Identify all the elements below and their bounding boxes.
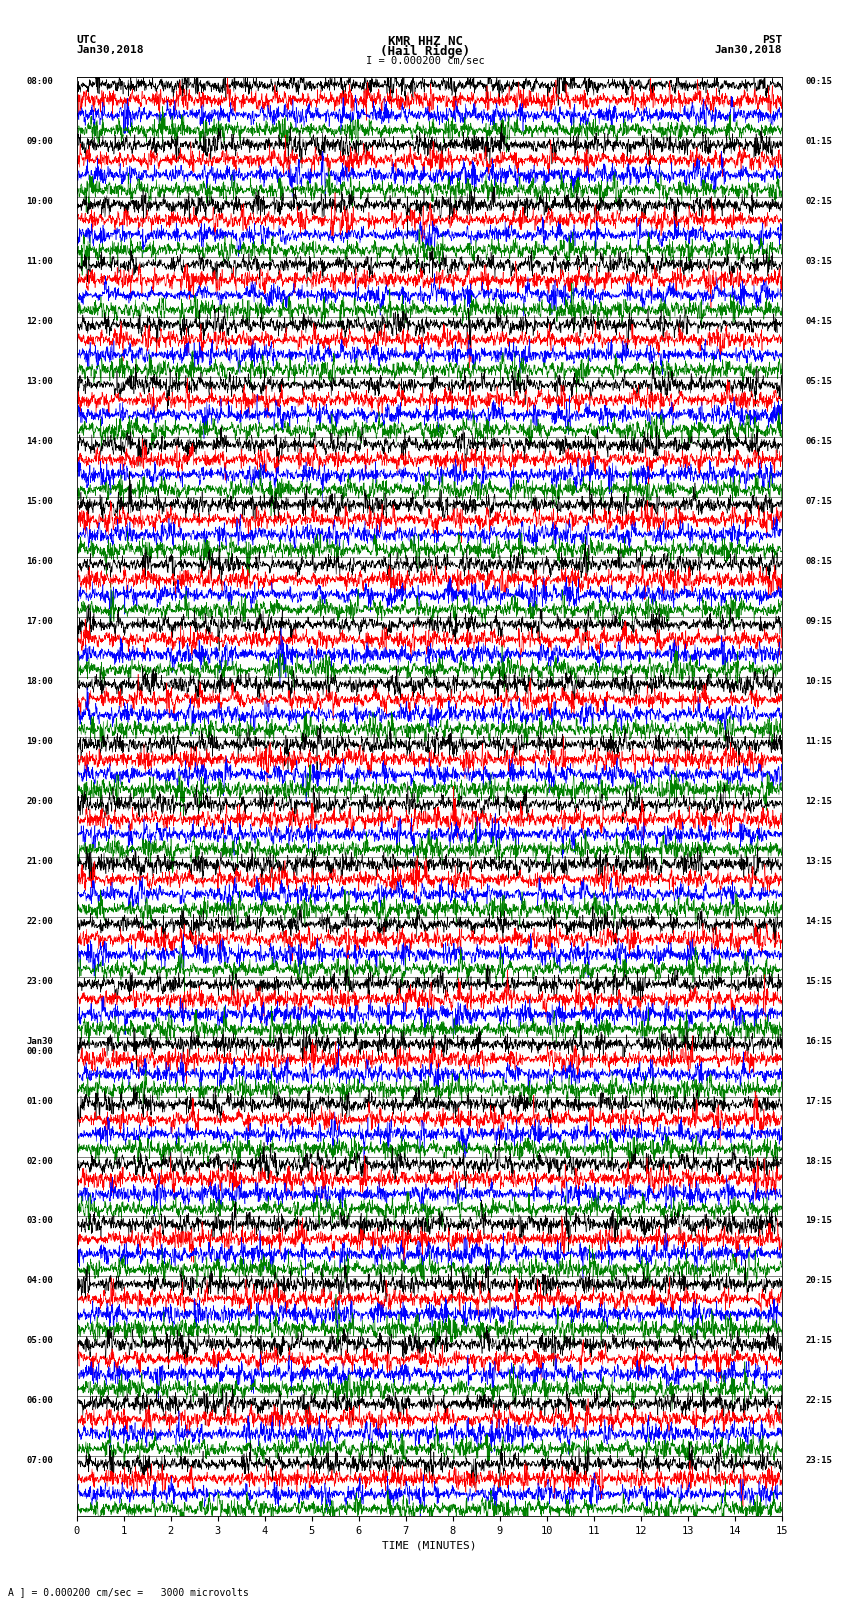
Text: 17:15: 17:15 [806, 1097, 832, 1105]
Text: 10:15: 10:15 [806, 677, 832, 686]
Text: 22:15: 22:15 [806, 1397, 832, 1405]
Text: 12:15: 12:15 [806, 797, 832, 806]
Text: 11:15: 11:15 [806, 737, 832, 745]
Text: 05:15: 05:15 [806, 377, 832, 386]
Text: 17:00: 17:00 [26, 618, 53, 626]
Text: 00:15: 00:15 [806, 77, 832, 87]
Text: 04:00: 04:00 [26, 1276, 53, 1286]
Text: 03:00: 03:00 [26, 1216, 53, 1226]
Text: Jan30,2018: Jan30,2018 [715, 45, 782, 55]
Text: 08:15: 08:15 [806, 556, 832, 566]
Text: 04:15: 04:15 [806, 318, 832, 326]
Text: 16:00: 16:00 [26, 556, 53, 566]
Text: I = 0.000200 cm/sec: I = 0.000200 cm/sec [366, 56, 484, 66]
Text: 23:15: 23:15 [806, 1457, 832, 1465]
Text: 13:15: 13:15 [806, 857, 832, 866]
Text: 08:00: 08:00 [26, 77, 53, 87]
Text: 07:00: 07:00 [26, 1457, 53, 1465]
Text: 23:00: 23:00 [26, 977, 53, 986]
Text: Jan30
00:00: Jan30 00:00 [26, 1037, 53, 1057]
Text: 10:00: 10:00 [26, 197, 53, 206]
Text: 09:00: 09:00 [26, 137, 53, 147]
Text: 13:00: 13:00 [26, 377, 53, 386]
Text: (Hail Ridge): (Hail Ridge) [380, 45, 470, 58]
Text: 01:15: 01:15 [806, 137, 832, 147]
Text: 21:15: 21:15 [806, 1336, 832, 1345]
Text: 12:00: 12:00 [26, 318, 53, 326]
Text: 19:00: 19:00 [26, 737, 53, 745]
Text: 15:15: 15:15 [806, 977, 832, 986]
X-axis label: TIME (MINUTES): TIME (MINUTES) [382, 1540, 477, 1550]
Text: 16:15: 16:15 [806, 1037, 832, 1045]
Text: 01:00: 01:00 [26, 1097, 53, 1105]
Text: 22:00: 22:00 [26, 916, 53, 926]
Text: KMR HHZ NC: KMR HHZ NC [388, 35, 462, 48]
Text: 21:00: 21:00 [26, 857, 53, 866]
Text: 07:15: 07:15 [806, 497, 832, 506]
Text: PST: PST [762, 35, 782, 45]
Text: 20:15: 20:15 [806, 1276, 832, 1286]
Text: 06:00: 06:00 [26, 1397, 53, 1405]
Text: 15:00: 15:00 [26, 497, 53, 506]
Text: 02:00: 02:00 [26, 1157, 53, 1166]
Text: 05:00: 05:00 [26, 1336, 53, 1345]
Text: UTC: UTC [76, 35, 97, 45]
Text: 06:15: 06:15 [806, 437, 832, 447]
Text: Jan30,2018: Jan30,2018 [76, 45, 144, 55]
Text: 19:15: 19:15 [806, 1216, 832, 1226]
Text: 11:00: 11:00 [26, 258, 53, 266]
Text: 18:15: 18:15 [806, 1157, 832, 1166]
Text: 03:15: 03:15 [806, 258, 832, 266]
Text: 18:00: 18:00 [26, 677, 53, 686]
Text: 09:15: 09:15 [806, 618, 832, 626]
Text: 14:15: 14:15 [806, 916, 832, 926]
Text: 02:15: 02:15 [806, 197, 832, 206]
Text: 20:00: 20:00 [26, 797, 53, 806]
Text: 14:00: 14:00 [26, 437, 53, 447]
Text: A ] = 0.000200 cm/sec =   3000 microvolts: A ] = 0.000200 cm/sec = 3000 microvolts [8, 1587, 249, 1597]
